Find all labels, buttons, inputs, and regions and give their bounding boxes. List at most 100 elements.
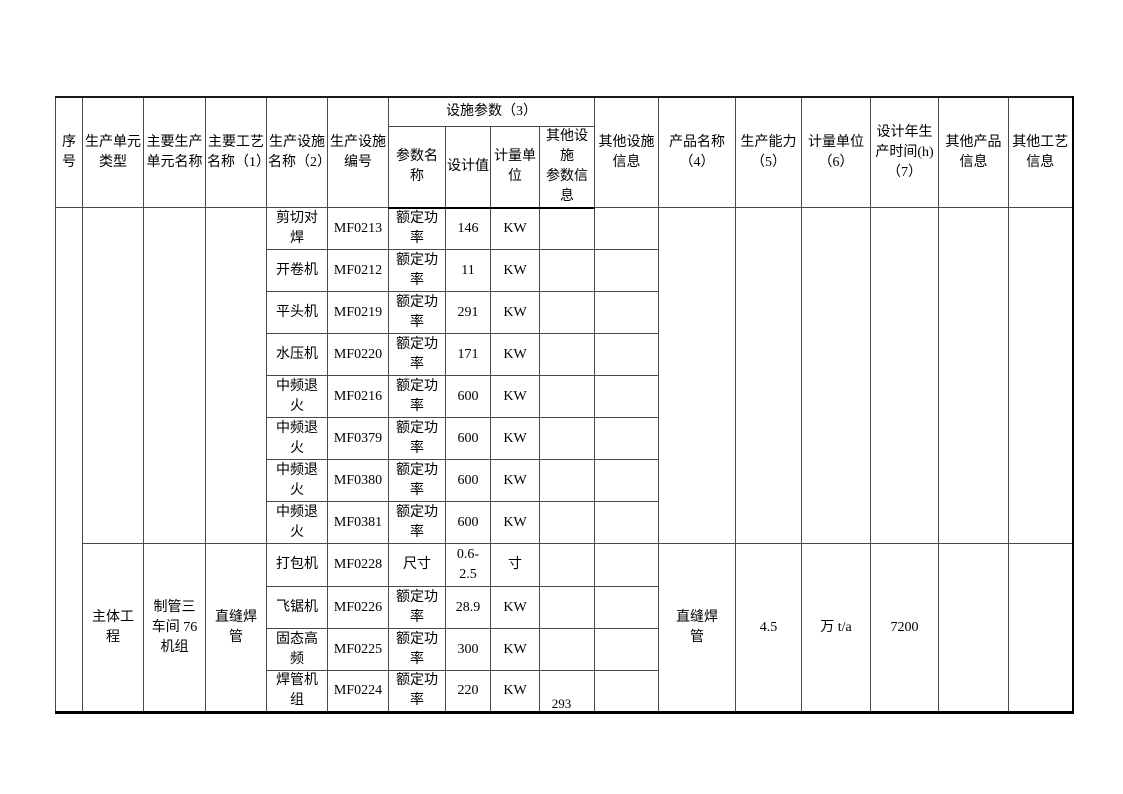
cell-facility-no: MF0220 (327, 333, 389, 376)
cell-design-value: 291 (445, 291, 491, 334)
cell-unit-name-upper (143, 207, 206, 544)
cell-facility-name: 中频退 火 (266, 501, 328, 544)
cell-other-param-info (539, 586, 595, 629)
cell-other-facility-info (594, 249, 659, 292)
col-header-unit-type: 生产单元 类型 (82, 96, 144, 208)
cell-facility-name: 剪切对 焊 (266, 207, 328, 250)
cell-facility-name: 飞锯机 (266, 586, 328, 629)
cell-other-param-info (539, 417, 595, 460)
cell-param-name: 额定功 率 (388, 333, 446, 376)
cell-param-unit: KW (490, 459, 540, 502)
page-number: 293 (551, 696, 572, 711)
cell-design-value: 28.9 (445, 586, 491, 629)
cell-param-name: 额定功 率 (388, 207, 446, 250)
cell-facility-no: MF0228 (327, 543, 389, 587)
col-header-design-annual-hours: 设计年生 产时间(h) （7） (870, 96, 939, 208)
col-header-other-facility-info: 其他设施 信息 (594, 96, 659, 208)
cell-capacity-unit-upper (801, 207, 871, 544)
cell-other-facility-info (594, 375, 659, 418)
cell-unit-type-upper (82, 207, 144, 544)
col-header-facility-name: 生产设施 名称（2） (266, 96, 328, 208)
cell-product-name-upper (658, 207, 736, 544)
facility-parameters-table: 序 号 生产单元 类型 主要生产 单元名称 主要工艺 名称（1） 生产设施 名称… (55, 96, 1074, 714)
cell-facility-name: 打包机 (266, 543, 328, 587)
cell-param-unit: KW (490, 586, 540, 629)
cell-facility-no: MF0381 (327, 501, 389, 544)
cell-design-value: 300 (445, 628, 491, 671)
col-header-param-name: 参数名称 (388, 125, 446, 209)
cell-other-param-info (539, 670, 595, 713)
cell-other-param-info (539, 249, 595, 292)
col-header-design-value: 设计值 (445, 125, 491, 209)
cell-facility-no: MF0380 (327, 459, 389, 502)
cell-seq (55, 207, 83, 713)
cell-other-param-info (539, 207, 595, 250)
cell-param-unit: 寸 (490, 543, 540, 587)
cell-param-unit: KW (490, 417, 540, 460)
cell-other-facility-info (594, 417, 659, 460)
col-header-process-name: 主要工艺 名称（1） (205, 96, 267, 208)
cell-facility-no: MF0219 (327, 291, 389, 334)
cell-other-facility-info (594, 586, 659, 629)
cell-facility-no: MF0213 (327, 207, 389, 250)
cell-other-product-info-upper (938, 207, 1009, 544)
cell-facility-no: MF0379 (327, 417, 389, 460)
cell-other-facility-info (594, 291, 659, 334)
cell-design-value: 146 (445, 207, 491, 250)
cell-facility-no: MF0212 (327, 249, 389, 292)
col-header-other-param-info: 其他设施 参数信息 (539, 125, 595, 209)
cell-param-name: 额定功 率 (388, 501, 446, 544)
facility-parameters-table-wrap: 序 号 生产单元 类型 主要生产 单元名称 主要工艺 名称（1） 生产设施 名称… (55, 96, 1074, 714)
cell-param-name: 额定功 率 (388, 628, 446, 671)
cell-design-value: 600 (445, 417, 491, 460)
cell-param-unit: KW (490, 628, 540, 671)
col-header-facility-no: 生产设施 编号 (327, 96, 389, 208)
cell-facility-no: MF0226 (327, 586, 389, 629)
cell-param-name: 额定功 率 (388, 670, 446, 713)
cell-param-unit: KW (490, 501, 540, 544)
cell-capacity: 4.5 (735, 543, 802, 713)
cell-unit-type: 主体工 程 (82, 543, 144, 713)
cell-facility-name: 固态高 频 (266, 628, 328, 671)
cell-facility-name: 焊管机 组 (266, 670, 328, 713)
cell-param-unit: KW (490, 670, 540, 713)
col-header-other-process-info: 其他工艺 信息 (1008, 96, 1073, 208)
cell-process-name-upper (205, 207, 267, 544)
cell-other-facility-info (594, 501, 659, 544)
cell-param-unit: KW (490, 207, 540, 250)
cell-other-param-info (539, 543, 595, 587)
cell-design-value: 0.6- 2.5 (445, 543, 491, 587)
cell-other-param-info (539, 291, 595, 334)
cell-param-name: 额定功 率 (388, 417, 446, 460)
cell-design-value: 11 (445, 249, 491, 292)
cell-facility-no: MF0225 (327, 628, 389, 671)
cell-param-name: 额定功 率 (388, 249, 446, 292)
col-header-seq: 序 号 (55, 96, 83, 208)
cell-param-name: 额定功 率 (388, 375, 446, 418)
cell-design-value: 600 (445, 501, 491, 544)
cell-process-name: 直缝焊 管 (205, 543, 267, 713)
cell-other-facility-info (594, 459, 659, 502)
cell-other-param-info (539, 459, 595, 502)
cell-param-name: 额定功 率 (388, 586, 446, 629)
cell-other-param-info (539, 333, 595, 376)
cell-facility-name: 水压机 (266, 333, 328, 376)
col-header-capacity: 生产能力 （5） (735, 96, 802, 208)
cell-param-name: 额定功 率 (388, 291, 446, 334)
cell-facility-name: 开卷机 (266, 249, 328, 292)
cell-other-facility-info (594, 670, 659, 713)
col-header-facility-params-group: 设施参数（3） (388, 96, 595, 127)
col-header-product-name: 产品名称 （4） (658, 96, 736, 208)
cell-other-param-info (539, 375, 595, 418)
cell-other-param-info (539, 628, 595, 671)
col-header-capacity-unit: 计量单位 （6） (801, 96, 871, 208)
cell-annual-hours: 7200 (870, 543, 939, 713)
cell-other-facility-info (594, 333, 659, 376)
col-header-param-unit: 计量单 位 (490, 125, 540, 209)
cell-facility-name: 平头机 (266, 291, 328, 334)
cell-param-unit: KW (490, 291, 540, 334)
cell-annual-hours-upper (870, 207, 939, 544)
cell-other-facility-info (594, 628, 659, 671)
cell-facility-no: MF0216 (327, 375, 389, 418)
